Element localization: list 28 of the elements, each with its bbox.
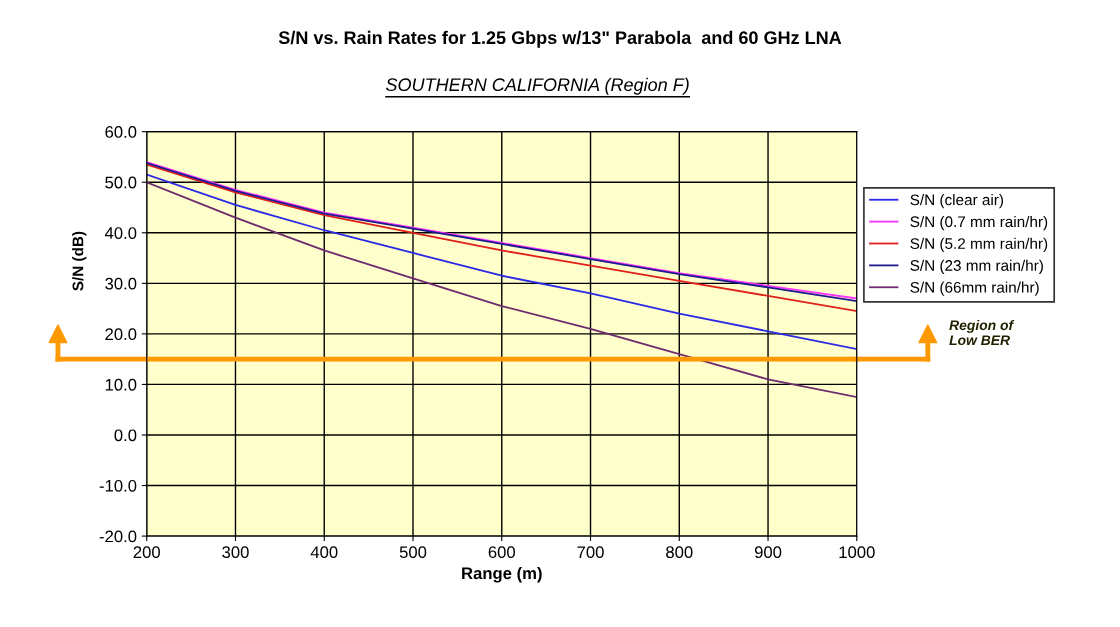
x-tick-label: 500 [399, 546, 427, 559]
x-tick-label: 800 [666, 546, 693, 559]
y-tick-label: 30.0 [105, 277, 137, 290]
legend-label: S/N (0.7 mm rain/hr) [910, 215, 1048, 231]
x-tick-label: 900 [754, 546, 782, 559]
legend-label: S/N (5.2 mm rain/hr) [910, 237, 1048, 253]
x-tick-label: 400 [310, 546, 338, 559]
chart-title: S/N vs. Rain Rates for 1.25 Gbps w/13" Parabola and 60 GHz LNA [278, 30, 842, 48]
legend-label: Region of Low BER [949, 319, 1015, 346]
x-tick-label: 700 [577, 546, 604, 559]
legend-label: S/N (clear air) [910, 194, 1004, 209]
x-tick-label: 300 [222, 546, 249, 559]
x-tick-label: 200 [133, 546, 160, 559]
legend-label: S/N (66mm rain/hr) [910, 281, 1039, 296]
x-tick-label: 1000 [839, 546, 875, 559]
legend-label: S/N (23 mm rain/hr) [910, 259, 1043, 274]
y-tick-label: -20.0 [99, 530, 137, 543]
y-tick-label: 40.0 [104, 227, 137, 239]
x-axis-title: Range (m) [462, 566, 542, 583]
y-tick-label: 20.0 [105, 328, 137, 341]
x-tick-label: 600 [488, 546, 516, 559]
y-tick-label: -10.0 [99, 479, 137, 492]
y-tick-label: 0.0 [114, 429, 137, 442]
y-tick-label: 50.0 [105, 176, 137, 189]
y-tick-label: 60.0 [105, 126, 137, 138]
chart-subtitle: SOUTHERN CALIFORNIA (Region F) [385, 77, 689, 95]
y-tick-label: 10.0 [105, 378, 137, 391]
y-axis-title: S/N (dB) [72, 231, 87, 291]
